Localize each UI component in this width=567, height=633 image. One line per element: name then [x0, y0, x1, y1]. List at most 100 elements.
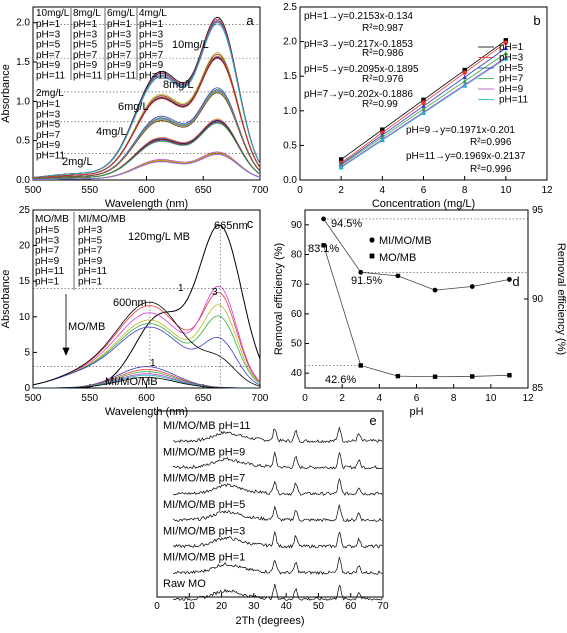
panel-d-annotation: 94.5%: [331, 218, 362, 230]
panel-c-legend-item: pH=7: [78, 246, 103, 257]
panel-c-y-tick-label: 15: [19, 276, 31, 287]
panel-b-data-point: [462, 78, 468, 84]
panel-c-annotation: 1: [178, 283, 184, 294]
panel-d-mi-mo-mb-point: [395, 273, 401, 279]
panel-b: 0 2 4 6 8 10 12 0.0 0.5 1.0 1.5 2.0 2.5 Concentration…: [283, 2, 553, 210]
panel-b-legend-label: pH=11: [499, 95, 528, 106]
panel-a-legend-item: pH=1: [107, 19, 132, 30]
panel-d-y-tick-label: 50: [291, 339, 303, 350]
panel-e-xrd-pattern: [173, 451, 383, 470]
panel-c-legend-item: pH=1: [78, 277, 103, 288]
panel-a-legend-item: pH=5: [73, 40, 98, 51]
panel-a-legend-item: pH=11: [107, 71, 136, 82]
panel-a-legend-item: pH=1: [36, 99, 61, 110]
panel-a-legend-title: 10mg/L: [36, 8, 70, 19]
panel-c-legend-title: MI/MO/MB: [78, 214, 126, 225]
panel-c-x-tick-label: 650: [195, 393, 212, 404]
panel-c-x-tick-label: 550: [81, 393, 98, 404]
panel-b-data-point: [421, 100, 426, 106]
panel-e-series-label: MI/MO/MB pH=9: [163, 446, 245, 458]
panel-b-legend-label: pH=1: [499, 42, 524, 53]
panel-b-data-point: [462, 74, 468, 80]
panel-d-x-tick-label: 4: [377, 393, 383, 404]
panel-b-letter: b: [533, 13, 540, 28]
panel-e-series-label: MI/MO/MB pH=11: [163, 420, 251, 432]
panel-e-xrd-pattern: [173, 426, 383, 444]
panel-b-x-tick-label: 4: [380, 185, 386, 196]
panel-c-arrow-head: [62, 347, 70, 357]
panel-e-letter: e: [369, 413, 376, 428]
panel-e-x-tick-label: 40: [281, 601, 293, 612]
panel-a-spectrum-line: [32, 121, 261, 180]
panel-b-fit-equation: pH=1→y=0.2153x-0.134: [304, 11, 413, 22]
panel-d-annotation: 83.1%: [308, 243, 339, 255]
panel-b-fit-equation: pH=7→y=0.202x-0.1886: [304, 89, 413, 100]
panel-b-data-point: [421, 97, 426, 103]
panel-e: 0 10 20 30 40 50 60 70 2Th (degrees) e MI/MO/MB pH…: [154, 410, 389, 627]
panel-a-legend-item: pH=9: [73, 60, 98, 71]
panel-a-legend-item: pH=3: [107, 29, 132, 40]
panel-b-legend-label: pH=3: [499, 53, 524, 64]
panel-a-legend-item: pH=3: [139, 29, 164, 40]
panel-d-x-tick-label: 6: [414, 393, 420, 404]
panel-a-legend-item: pH=1: [73, 19, 98, 30]
panel-d-x-tick-label: 10: [485, 393, 497, 404]
panel-b-data-point: [421, 106, 426, 112]
panel-b-data-point: [503, 40, 509, 45]
panel-a-legend-item: pH=7: [36, 130, 61, 141]
panel-e-xrd-pattern: [172, 477, 383, 496]
panel-a-legend-item: pH=9: [36, 140, 61, 151]
panel-a-concentration-label: 6mg/L: [118, 101, 149, 113]
panel-d-mo-mb-point: [432, 374, 438, 379]
panel-c: 500 550 600 650 700 0 5 10 15 20 25 Wavelength (nm)…: [0, 205, 269, 418]
panel-d-y-right-tick-label: 90: [532, 294, 544, 305]
panel-a-legend-item: pH=7: [107, 50, 132, 61]
panel-a-legend-item: pH=7: [139, 50, 164, 61]
panel-c-annotation: 120mg/L MB: [128, 231, 190, 243]
panel-a-y-tick-label: 0.5: [16, 136, 30, 147]
panel-e-xrd-pattern: [172, 584, 383, 601]
panel-c-y-tick-label: 0: [24, 383, 30, 394]
panel-c-legend-item: pH=11: [35, 266, 64, 277]
panel-d-mo-mb-line: [323, 245, 510, 378]
panel-b-data-point: [379, 137, 385, 143]
panel-b-data-point: [421, 110, 426, 116]
panel-a-spectrum-line: [32, 92, 261, 179]
panel-d-mi-mo-mb-point: [507, 277, 512, 282]
panel-d-annotation: 42.6%: [325, 374, 356, 386]
panel-a-spectrum-line: [32, 121, 261, 180]
panel-a-legend-title: 4mg/L: [139, 8, 167, 19]
panel-c-y-tick-label: 10: [19, 312, 31, 323]
panel-b-data-point: [462, 83, 468, 88]
panel-a-y-label: Absorbance: [0, 64, 12, 123]
panel-a-y-tick-label: 1.5: [16, 57, 30, 68]
panel-a-y-tick-label: 1.0: [16, 96, 30, 107]
panel-b-x-tick-label: 10: [500, 185, 512, 196]
panel-d-mo-mb-point: [507, 373, 512, 378]
panel-b-data-point: [380, 127, 385, 132]
panel-c-y-tick-label: 20: [19, 241, 31, 252]
panel-d-legend-marker: [369, 237, 375, 243]
panel-e-series-label: Raw MO: [163, 578, 206, 590]
panel-b-data-point: [421, 103, 426, 109]
panel-a-legend-item: pH=5: [36, 40, 61, 51]
panel-d-x-tick-label: 2: [339, 393, 345, 404]
panel-b-fit-equation: pH=3→y=0.217x-0.1853: [304, 39, 413, 50]
panel-a-spectrum-line: [33, 153, 261, 180]
panel-d-mo-mb-point: [358, 363, 363, 368]
panel-e-x-tick-label: 50: [313, 601, 325, 612]
panel-a-concentration-label: 10mg/L: [172, 39, 209, 51]
panel-d-letter: d: [512, 274, 519, 289]
panel-a-y-tick-label: 2.0: [16, 18, 30, 29]
panel-e-series-label: MI/MO/MB pH=3: [163, 525, 245, 537]
panel-b-fit-equation: pH=9→y=0.1971x-0.201: [406, 125, 515, 136]
panel-c-y-label: Absorbance: [0, 270, 12, 329]
panel-c-annotation: 665nm: [214, 220, 248, 232]
panel-d-y-tick-label: 80: [291, 250, 303, 261]
panel-d-legend-label: MI/MO/MB: [379, 235, 432, 247]
panel-a-legend-item: pH=11: [139, 71, 168, 82]
panel-c-legend-title: MO/MB: [35, 214, 69, 225]
panel-e-xrd-pattern: [172, 530, 383, 549]
panel-d-y-right-tick-label: 85: [532, 383, 544, 394]
panel-a-letter: a: [246, 13, 254, 28]
